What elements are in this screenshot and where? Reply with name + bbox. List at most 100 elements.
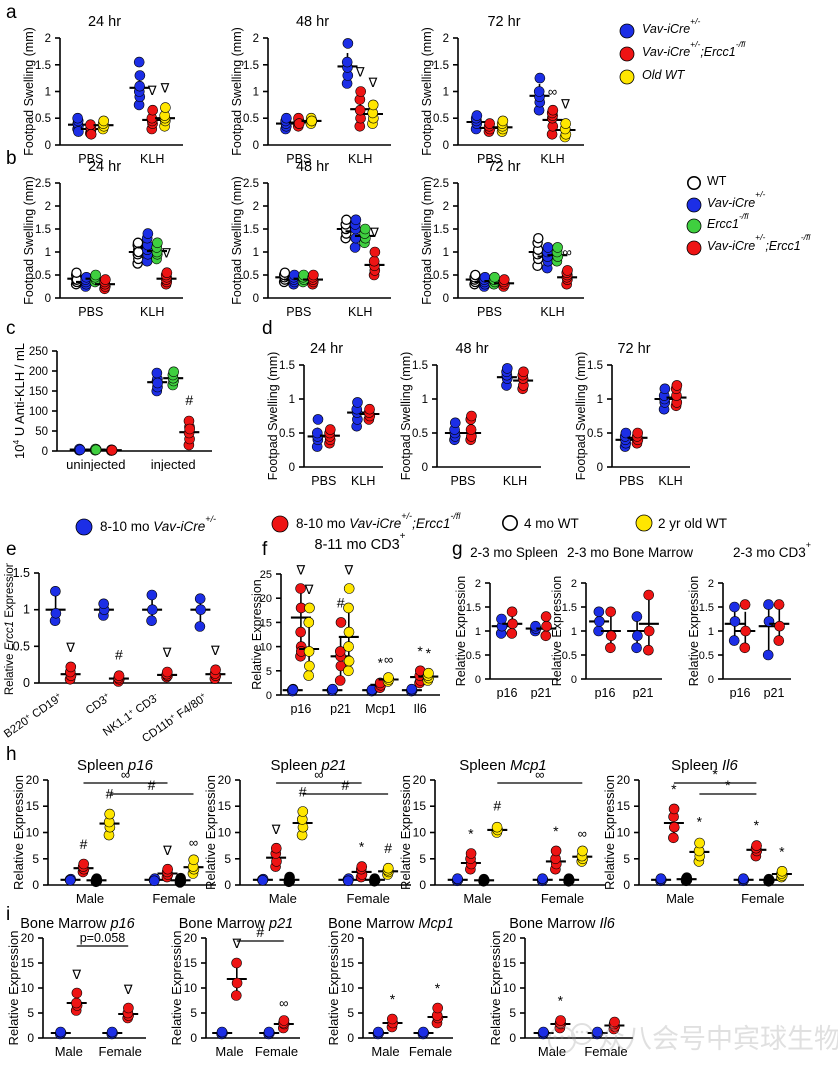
svg-text:Female: Female bbox=[255, 1044, 298, 1058]
svg-text:0: 0 bbox=[253, 140, 259, 152]
svg-text:#: # bbox=[80, 836, 88, 852]
svg-text:Footpad Swelling (mm): Footpad Swelling (mm) bbox=[420, 176, 434, 305]
svg-text:0: 0 bbox=[32, 878, 39, 892]
svg-text:1: 1 bbox=[253, 247, 259, 259]
svg-text:∇: ∇ bbox=[161, 246, 171, 261]
svg-text:*: * bbox=[553, 823, 559, 839]
svg-text:1: 1 bbox=[443, 87, 449, 99]
svg-text:Male: Male bbox=[76, 891, 104, 905]
svg-text:Female: Female bbox=[99, 1044, 142, 1058]
svg-text:Spleen Il6: Spleen Il6 bbox=[671, 757, 738, 774]
svg-text:20: 20 bbox=[26, 773, 40, 787]
svg-text:0: 0 bbox=[42, 446, 48, 458]
svg-text:15: 15 bbox=[341, 956, 355, 970]
svg-text:PBS: PBS bbox=[311, 474, 336, 487]
svg-text:2: 2 bbox=[571, 578, 577, 590]
svg-text:20: 20 bbox=[617, 773, 631, 787]
svg-text:*: * bbox=[426, 645, 432, 661]
svg-text:1.5: 1.5 bbox=[412, 360, 428, 372]
svg-text:10: 10 bbox=[26, 826, 40, 840]
svg-text:0: 0 bbox=[289, 462, 295, 474]
svg-text:Relative Expression: Relative Expression bbox=[398, 775, 413, 890]
svg-text:Bone Marrow Mcp1: Bone Marrow Mcp1 bbox=[328, 916, 454, 932]
svg-text:0.5: 0.5 bbox=[587, 428, 603, 440]
svg-text:∇: ∇ bbox=[123, 982, 133, 997]
svg-text:#: # bbox=[115, 647, 123, 663]
svg-text:Relative Expression: Relative Expression bbox=[687, 576, 701, 687]
svg-text:2: 2 bbox=[253, 201, 259, 213]
svg-text:1: 1 bbox=[443, 247, 449, 259]
svg-text:*: * bbox=[779, 843, 785, 859]
svg-text:1: 1 bbox=[45, 247, 51, 259]
svg-text:0: 0 bbox=[23, 676, 30, 690]
svg-text:Male: Male bbox=[463, 891, 491, 905]
svg-text:KLH: KLH bbox=[658, 474, 682, 487]
svg-text:0: 0 bbox=[347, 1031, 354, 1045]
svg-text:20: 20 bbox=[341, 931, 355, 945]
svg-text:p21: p21 bbox=[330, 702, 351, 715]
svg-text:10: 10 bbox=[413, 826, 427, 840]
svg-text:5: 5 bbox=[419, 852, 426, 866]
svg-text:*: * bbox=[697, 813, 703, 829]
svg-text:p21: p21 bbox=[633, 686, 654, 699]
svg-text:#: # bbox=[337, 594, 345, 610]
svg-text:#: # bbox=[384, 840, 392, 856]
svg-text:48 hr: 48 hr bbox=[296, 159, 329, 175]
svg-text:2.5: 2.5 bbox=[35, 178, 51, 190]
svg-text:150: 150 bbox=[29, 386, 48, 398]
svg-text:KLH: KLH bbox=[540, 305, 564, 318]
svg-text:0: 0 bbox=[253, 293, 259, 305]
svg-text:24 hr: 24 hr bbox=[310, 341, 343, 357]
svg-text:PBS: PBS bbox=[619, 474, 644, 487]
svg-text:众八会号中宾球生物科拍: 众八会号中宾球生物科拍 bbox=[598, 1024, 838, 1054]
svg-text:#: # bbox=[493, 798, 501, 814]
svg-text:1.5: 1.5 bbox=[35, 224, 51, 236]
svg-text:5: 5 bbox=[27, 1006, 34, 1020]
svg-text:Relative Expression: Relative Expression bbox=[488, 931, 503, 1046]
svg-text:5: 5 bbox=[347, 1006, 354, 1020]
svg-text:15: 15 bbox=[184, 956, 198, 970]
svg-text:15: 15 bbox=[617, 799, 631, 813]
svg-text:2: 2 bbox=[443, 33, 449, 45]
svg-text:10: 10 bbox=[21, 981, 35, 995]
svg-text:∞: ∞ bbox=[189, 835, 198, 850]
svg-text:*: * bbox=[712, 766, 718, 782]
svg-text:Spleen p16: Spleen p16 bbox=[77, 757, 154, 774]
svg-text:15: 15 bbox=[21, 956, 35, 970]
svg-text:10: 10 bbox=[617, 826, 631, 840]
svg-text:20: 20 bbox=[218, 773, 232, 787]
svg-text:Female: Female bbox=[741, 891, 784, 905]
svg-text:*: * bbox=[359, 839, 365, 855]
svg-text:0: 0 bbox=[443, 293, 449, 305]
svg-text:0: 0 bbox=[571, 674, 577, 686]
svg-text:48 hr: 48 hr bbox=[455, 341, 488, 357]
svg-text:*: * bbox=[378, 654, 384, 670]
svg-text:∇: ∇ bbox=[231, 936, 241, 951]
svg-text:1.5: 1.5 bbox=[243, 60, 259, 72]
svg-text:0: 0 bbox=[27, 1031, 34, 1045]
svg-text:CD3+: CD3+ bbox=[82, 690, 113, 718]
svg-text:5: 5 bbox=[190, 1006, 197, 1020]
svg-text:injected: injected bbox=[151, 457, 196, 471]
svg-text:72 hr: 72 hr bbox=[617, 341, 650, 357]
svg-text:Male: Male bbox=[666, 891, 694, 905]
svg-text:KLH: KLH bbox=[348, 305, 372, 318]
svg-text:20: 20 bbox=[413, 773, 427, 787]
svg-text:Footpad Swelling (mm): Footpad Swelling (mm) bbox=[266, 352, 280, 481]
svg-text:10: 10 bbox=[218, 826, 232, 840]
svg-text:200: 200 bbox=[29, 366, 48, 378]
svg-text:∇: ∇ bbox=[368, 75, 378, 90]
svg-text:Footpad Swelling (mm): Footpad Swelling (mm) bbox=[399, 352, 413, 481]
svg-text:∇: ∇ bbox=[355, 65, 365, 80]
svg-text:PBS: PBS bbox=[78, 305, 103, 318]
svg-text:Male: Male bbox=[215, 1044, 243, 1058]
svg-text:0.5: 0.5 bbox=[35, 270, 51, 282]
svg-text:*: * bbox=[468, 826, 474, 842]
svg-text:1.5: 1.5 bbox=[35, 60, 51, 72]
svg-text:*: * bbox=[417, 643, 423, 659]
svg-text:1.5: 1.5 bbox=[433, 60, 449, 72]
svg-text:1: 1 bbox=[708, 626, 714, 638]
svg-text:Footpad Swelling (mm): Footpad Swelling (mm) bbox=[230, 27, 244, 156]
svg-text:KLH: KLH bbox=[351, 474, 375, 487]
svg-text:∞: ∞ bbox=[279, 996, 288, 1011]
